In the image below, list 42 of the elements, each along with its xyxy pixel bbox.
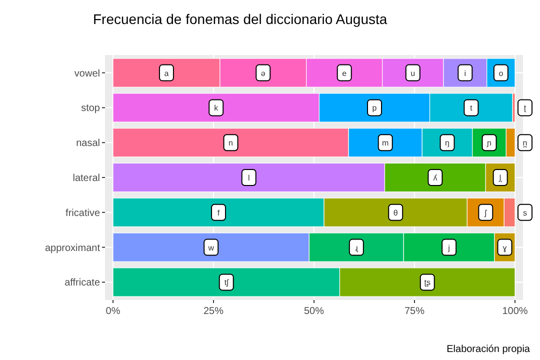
- series-label: m: [382, 138, 390, 148]
- x-tick-label: 75%: [404, 306, 425, 317]
- series-label: n: [228, 138, 234, 148]
- series-label: j: [447, 243, 450, 252]
- y-tick-label: vowel: [74, 68, 100, 80]
- series-label: ʎ: [433, 174, 438, 182]
- x-tick-label: 0%: [106, 306, 120, 317]
- x-tick-label: 50%: [304, 306, 324, 317]
- series-label: a: [164, 68, 170, 78]
- series-label: i: [464, 68, 466, 78]
- series-label: ɣ: [502, 243, 507, 252]
- series-label: k: [214, 104, 220, 113]
- series-label: ʈ: [524, 104, 527, 113]
- series-label: w: [207, 243, 214, 252]
- series-label: ʈʂ: [424, 278, 430, 288]
- series-label: l: [248, 174, 250, 182]
- series-label: tʃ: [224, 278, 230, 288]
- y-tick-label: affricate: [64, 278, 100, 289]
- series-label: s: [523, 208, 527, 218]
- text: Elaboración propia: [446, 344, 530, 355]
- series-label: o: [498, 68, 504, 78]
- series-label: ɲ: [486, 138, 492, 148]
- series-label: p: [372, 104, 378, 113]
- series-label: e: [342, 68, 348, 78]
- y-tick-label: nasal: [76, 138, 100, 150]
- series-label: u: [410, 68, 416, 78]
- series-label: l̪: [498, 174, 502, 183]
- series-label: ʃ: [484, 208, 488, 218]
- x-tick-label: 100%: [502, 306, 528, 317]
- series-label: f: [217, 208, 220, 218]
- x-tick-label: 25%: [203, 306, 224, 317]
- series-label: θ: [393, 208, 398, 218]
- y-tick-label: fricative: [66, 208, 100, 219]
- series-label: t: [470, 104, 474, 113]
- series-label: ɻ: [355, 243, 358, 252]
- y-tick-label: lateral: [72, 173, 100, 184]
- y-tick-label: approximant: [44, 242, 100, 254]
- series-label: n̪: [522, 138, 528, 148]
- series-label: ŋ: [445, 138, 450, 148]
- series-label: ə: [260, 68, 266, 78]
- chart-title: Frecuencia de fonemas del diccionario Augusta: [93, 11, 388, 27]
- y-tick-label: stop: [81, 103, 100, 114]
